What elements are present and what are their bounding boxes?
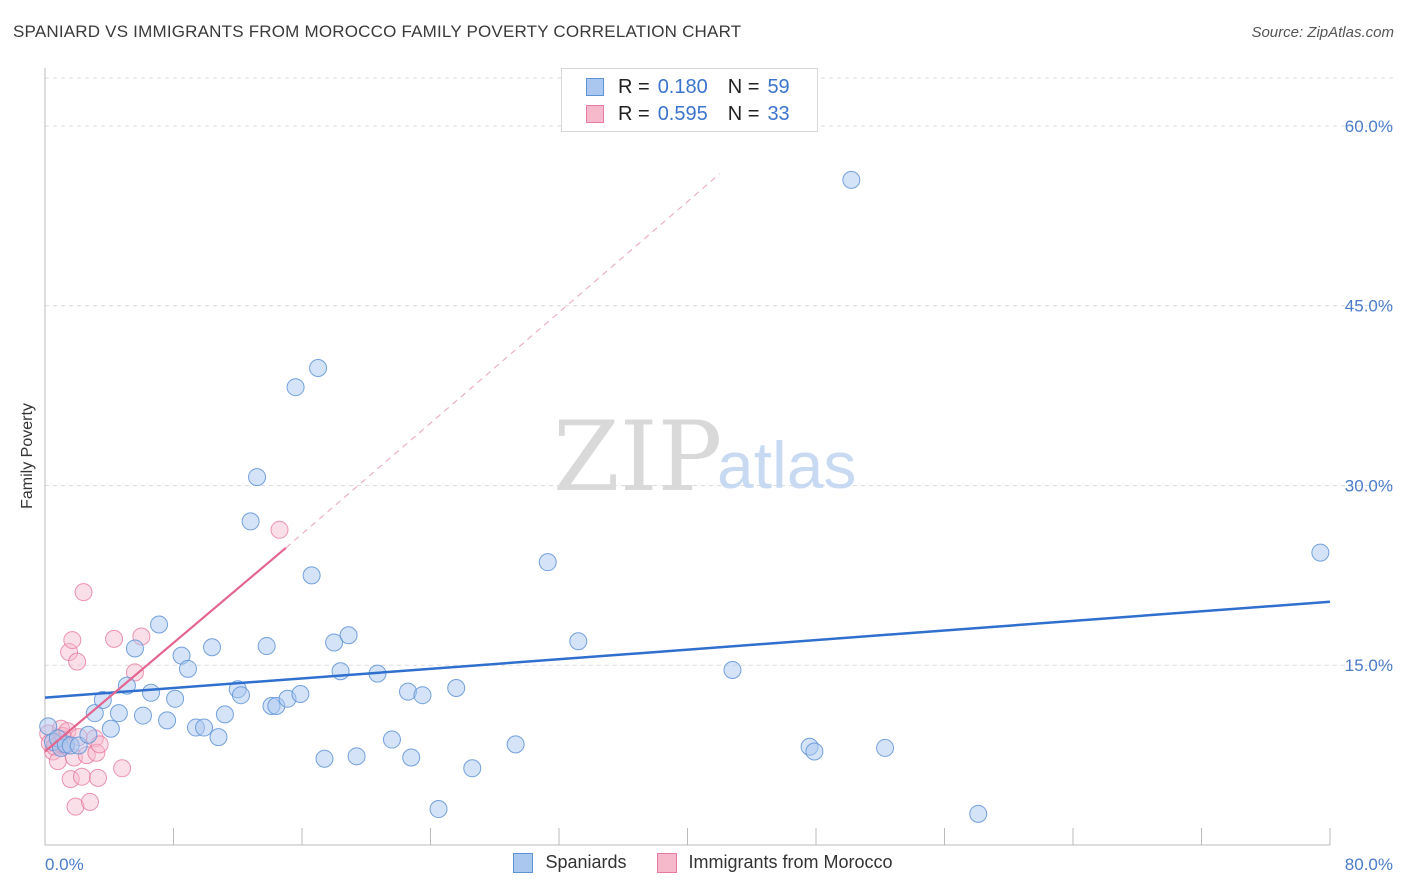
legend-label-morocco: Immigrants from Morocco [688,852,893,872]
series-morocco [39,520,289,816]
morocco-trend-extension [285,173,721,549]
legend-item-spaniards[interactable]: Spaniards [513,852,627,873]
legend-r-label: R = [618,75,650,98]
spaniards-point [309,359,328,378]
spaniards-point [150,615,169,634]
legend-swatch-morocco [586,105,604,123]
stats-legend: R = 0.180 N = 59 R = 0.595 N = 33 [561,68,818,132]
morocco-point [105,629,124,648]
spaniards-point [325,633,344,652]
spaniards-point [302,566,321,585]
spaniards-point [315,749,334,768]
source-label: Source: ZipAtlas.com [1251,24,1394,41]
morocco-point [63,631,82,650]
y-tick-label: 15.0% [1345,656,1393,675]
spaniards-point [142,683,161,702]
spaniards-point [538,553,557,572]
legend-swatch-spaniards [586,78,604,96]
legend-label-spaniards: Spaniards [545,852,627,872]
spaniards-point [969,804,988,823]
spaniards-point [876,738,895,757]
spaniards-point [125,639,144,658]
spaniards-point [117,676,136,695]
spaniards-point [286,378,305,397]
spaniards-point [413,686,432,705]
spaniards-point [166,689,185,708]
morocco-point [113,759,132,778]
tick-labels: 15.0% 30.0% 45.0% 60.0% 0.0% 80.0% [45,117,1393,874]
spaniards-point [79,725,98,744]
series-legend: Spaniards Immigrants from Morocco [0,852,1406,873]
morocco-point [72,767,91,786]
morocco-point [74,583,93,602]
spaniards-point [231,686,250,705]
spaniards-point [101,719,120,738]
spaniards-point [447,679,466,698]
spaniards-point [215,705,234,724]
legend-r-label: R = [618,102,650,125]
spaniards-point [195,718,214,737]
legend-n-value: 33 [767,102,790,125]
legend-r-value: 0.180 [657,75,708,98]
trend-lines [44,173,1331,753]
spaniards-trend-line [44,600,1331,699]
spaniards-point [257,637,276,656]
spaniards-point [203,638,222,657]
spaniards-point [178,659,197,678]
x-tick-label: 80.0% [1345,855,1393,874]
watermark-zip: ZIP [553,401,722,513]
spaniards-point [109,704,128,723]
spaniards-point [347,747,366,766]
legend-item-morocco[interactable]: Immigrants from Morocco [656,852,893,873]
spaniards-point [463,759,482,778]
series-spaniards [39,170,1330,823]
spaniards-point [248,468,267,487]
morocco-trend-line [44,546,287,753]
y-tick-label: 60.0% [1345,117,1393,136]
legend-swatch-spaniards [513,852,534,873]
spaniards-point [842,170,861,189]
spaniards-point [291,684,310,703]
morocco-point [125,663,144,682]
spaniards-point [339,626,358,645]
morocco-point [61,770,80,789]
morocco-point [68,652,87,671]
morocco-point [66,797,85,816]
spaniards-point [402,748,421,767]
legend-n-value: 59 [767,75,790,98]
spaniards-point [429,800,448,819]
spaniards-point [805,742,824,761]
legend-n-label: N = [727,102,760,125]
spaniards-point [1311,543,1330,562]
legend-row-spaniards: R = 0.180 N = 59 [586,75,790,99]
spaniards-point [382,730,401,749]
y-tick-label: 30.0% [1345,476,1393,495]
legend-swatch-morocco [656,852,677,873]
legend-n-label: N = [727,75,760,98]
y-tick-label: 45.0% [1345,297,1393,316]
spaniards-point [209,728,228,747]
morocco-point [80,792,99,811]
spaniards-point [85,704,104,723]
spaniards-point [93,690,112,709]
legend-row-morocco: R = 0.595 N = 33 [586,102,790,126]
chart-title: SPANIARD VS IMMIGRANTS FROM MOROCCO FAMI… [13,22,742,41]
spaniards-point [506,735,525,754]
morocco-point [89,768,108,787]
spaniards-point [569,632,588,651]
x-tick-label: 0.0% [45,855,84,874]
spaniards-point [723,661,742,680]
spaniards-point [241,512,260,531]
spaniards-point [158,711,177,730]
spaniards-point [133,706,152,725]
grid-lines [45,77,1394,666]
legend-r-value: 0.595 [657,102,708,125]
morocco-point [270,520,289,539]
axes [44,68,1331,846]
watermark-atlas: atlas [717,428,856,502]
